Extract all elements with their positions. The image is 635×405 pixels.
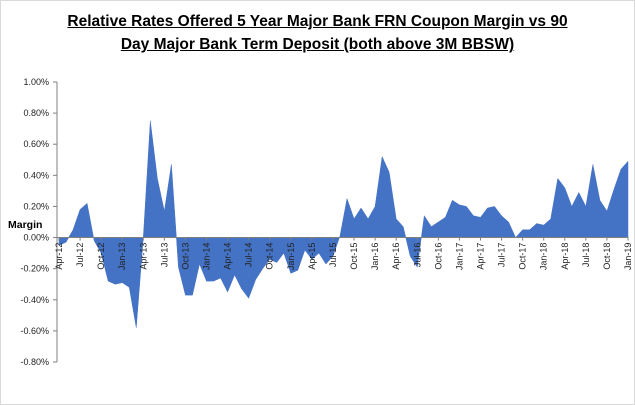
- x-axis-labels: Apr-12 Jul-12 Oct-12 Jan-13 Apr-13 Jul-13 Oct-…: [54, 237, 633, 271]
- y-tick-label: 0.20%: [23, 201, 49, 211]
- chart-title-line-2: Day Major Bank Term Deposit (both above …: [120, 36, 515, 53]
- x-tick-label: Oct-14: [265, 243, 275, 270]
- x-tick-label: Jul-17: [497, 243, 507, 268]
- series-layer: [58, 120, 629, 328]
- x-tick-label: Oct-18: [602, 243, 612, 270]
- x-tick-label: Jul-12: [75, 243, 85, 268]
- x-tick-label: Jan-19: [623, 243, 633, 271]
- y-tick-label: 1.00%: [23, 77, 49, 87]
- x-tick-label: Jan-18: [539, 243, 549, 271]
- x-tick-label: Apr-14: [223, 243, 233, 270]
- chart-title: Relative Rates Offered 5 Year Major Bank…: [20, 10, 615, 56]
- y-tick-label: 0.40%: [23, 170, 49, 180]
- x-tick-label: Jan-13: [117, 243, 127, 271]
- y-tick-label: 0.00%: [23, 233, 49, 243]
- y-tick-label: 0.80%: [23, 108, 49, 118]
- x-tick-label: Jan-17: [454, 243, 464, 271]
- x-tick-label: Oct-15: [349, 243, 359, 270]
- x-tick-label: Oct-12: [96, 243, 106, 270]
- x-tick-label: Apr-16: [391, 243, 401, 270]
- x-tick-label: Jul-15: [328, 243, 338, 268]
- x-tick-label: Jul-14: [244, 243, 254, 268]
- series-area: [58, 120, 629, 328]
- x-tick-label: Oct-13: [180, 243, 190, 270]
- y-tick-label: -0.60%: [20, 326, 49, 336]
- y-tick-label: -0.40%: [20, 295, 49, 305]
- y-axis: 1.00% 0.80% 0.60% 0.40% 0.20% 0.00% -0.20% -0.4…: [20, 77, 49, 367]
- x-tick-label: Oct-17: [518, 243, 528, 270]
- x-tick-label: Jan-14: [202, 243, 212, 271]
- x-tick-label: Apr-18: [560, 243, 570, 270]
- x-tick-label: Apr-17: [475, 243, 485, 270]
- x-tick-label: Apr-12: [54, 243, 64, 270]
- x-tick-label: Oct-16: [433, 243, 443, 270]
- x-axis: [53, 81, 628, 363]
- x-tick-label: Apr-15: [307, 243, 317, 270]
- y-axis-label: Margin: [8, 219, 42, 231]
- x-tick-label: Jan-16: [370, 243, 380, 271]
- x-tick-label: Jan-15: [286, 243, 296, 271]
- chart-title-line-1: Relative Rates Offered 5 Year Major Bank…: [67, 13, 568, 30]
- y-tick-label: 0.60%: [23, 139, 49, 149]
- x-tick-label: Apr-13: [138, 243, 148, 270]
- y-tick-label: -0.20%: [20, 264, 49, 274]
- y-tick-label: -0.80%: [20, 357, 49, 367]
- x-tick-label: Jul-16: [412, 243, 422, 268]
- x-tick-label: Jul-18: [581, 243, 591, 268]
- x-tick-label: Jul-13: [159, 243, 169, 268]
